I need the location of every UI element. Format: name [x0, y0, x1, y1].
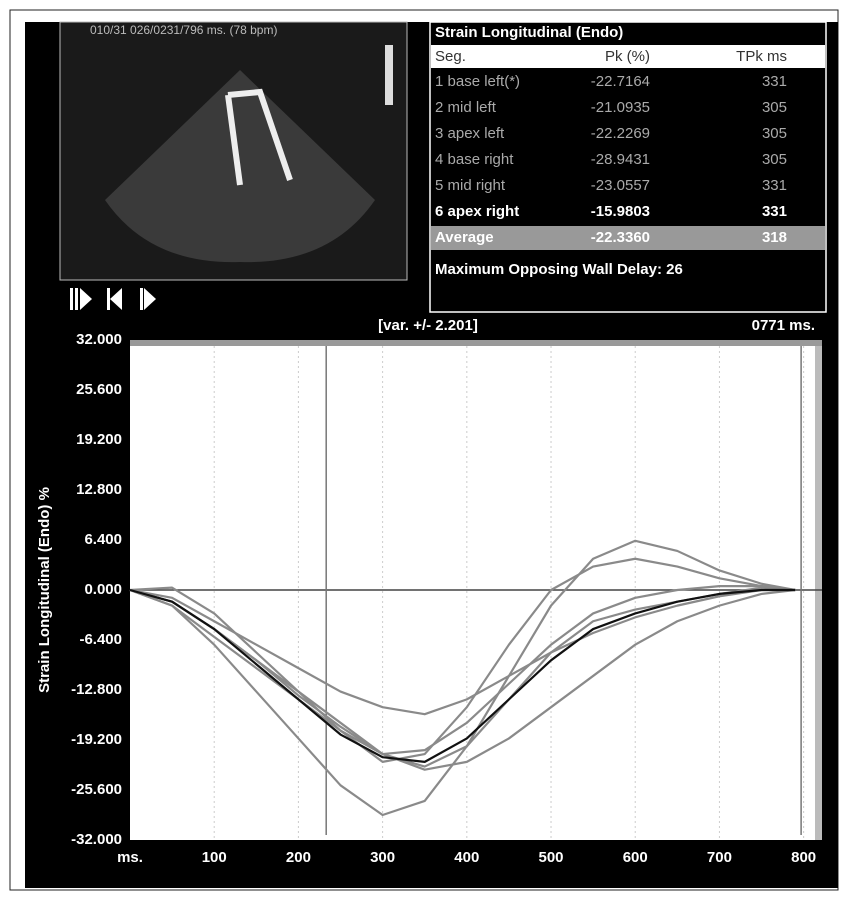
table-cell: Average: [435, 229, 494, 246]
table-cell: 331: [762, 73, 787, 90]
screenshot: 010/31 026/0231/796 ms. (78 bpm) Strain …: [0, 0, 848, 900]
column-header: Seg.: [435, 48, 466, 65]
table-cell: 3 apex left: [435, 125, 505, 142]
y-tick-label: 25.600: [76, 381, 122, 398]
time-label: 0771 ms.: [752, 317, 815, 334]
y-tick-label: 6.400: [84, 531, 122, 548]
table-cell: -22.3360: [591, 229, 650, 246]
table-cell: 331: [762, 203, 787, 220]
table-cell: -21.0935: [591, 99, 650, 116]
image-header: 010/31 026/0231/796 ms. (78 bpm): [90, 23, 277, 37]
column-header: Pk (%): [605, 48, 650, 65]
gain-bar: [385, 45, 393, 105]
x-tick-label: 400: [454, 849, 479, 866]
x-tick-label: 800: [791, 849, 816, 866]
table-cell: -28.9431: [591, 151, 650, 168]
y-axis-label: Strain Longitudinal (Endo) %: [36, 487, 53, 693]
x-tick-label: ms.: [117, 849, 143, 866]
table-cell: -23.0557: [591, 177, 650, 194]
table-cell: 305: [762, 151, 787, 168]
plot-right-band: [815, 346, 822, 840]
table-cell: -22.7164: [591, 73, 650, 90]
y-tick-label: 19.200: [76, 431, 122, 448]
table-cell: 1 base left(*): [435, 73, 520, 90]
plot-top-band: [130, 340, 822, 346]
table-footer: Maximum Opposing Wall Delay: 26: [435, 261, 683, 278]
variance-label: [var. +/- 2.201]: [378, 317, 478, 334]
table-cell: -22.2269: [591, 125, 650, 142]
y-tick-label: -19.200: [71, 731, 122, 748]
y-tick-label: -25.600: [71, 781, 122, 798]
page: 010/31 026/0231/796 ms. (78 bpm) Strain …: [0, 0, 848, 900]
table-cell: 6 apex right: [435, 203, 519, 220]
x-tick-label: 600: [623, 849, 648, 866]
table-cell: 305: [762, 99, 787, 116]
y-tick-label: 12.800: [76, 481, 122, 498]
table-cell: 331: [762, 177, 787, 194]
x-tick-label: 500: [539, 849, 564, 866]
table-cell: 305: [762, 125, 787, 142]
y-tick-label: -12.800: [71, 681, 122, 698]
y-tick-label: -32.000: [71, 831, 122, 848]
table-cell: 318: [762, 229, 787, 246]
table-cell: 2 mid left: [435, 99, 497, 116]
x-tick-label: 200: [286, 849, 311, 866]
y-tick-label: -6.400: [79, 631, 122, 648]
table-title: Strain Longitudinal (Endo): [435, 24, 623, 41]
table-cell: 5 mid right: [435, 177, 506, 194]
column-header: TPk ms: [736, 48, 787, 65]
x-tick-label: 100: [202, 849, 227, 866]
x-tick-label: 700: [707, 849, 732, 866]
table-cell: 4 base right: [435, 151, 514, 168]
x-tick-label: 300: [370, 849, 395, 866]
y-tick-label: 32.000: [76, 331, 122, 348]
y-tick-label: 0.000: [84, 581, 122, 598]
table-cell: -15.9803: [591, 203, 650, 220]
